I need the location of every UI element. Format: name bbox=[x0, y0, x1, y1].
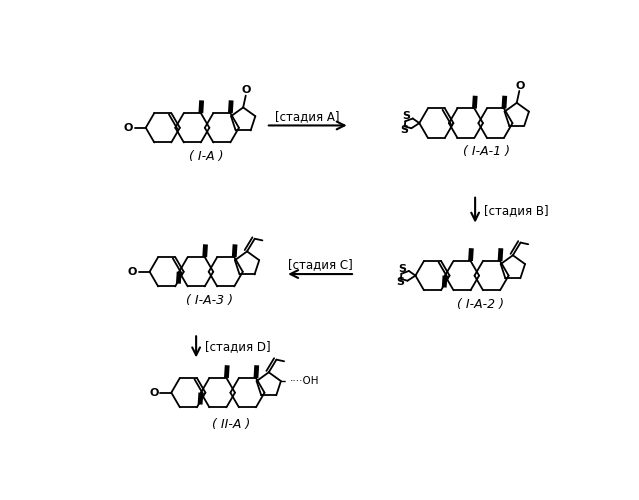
Text: O: O bbox=[516, 80, 525, 90]
Text: [стадия D]: [стадия D] bbox=[205, 340, 271, 353]
Text: S: S bbox=[397, 278, 404, 287]
Text: ( I-A-3 ): ( I-A-3 ) bbox=[187, 294, 233, 307]
Text: S: S bbox=[401, 125, 408, 135]
Text: [стадия B]: [стадия B] bbox=[484, 204, 549, 216]
Text: S: S bbox=[398, 264, 406, 274]
Text: [стадия C]: [стадия C] bbox=[288, 258, 353, 272]
Text: [стадия A]: [стадия A] bbox=[275, 110, 340, 122]
Text: O: O bbox=[128, 267, 137, 277]
Text: S: S bbox=[402, 111, 410, 121]
Text: O: O bbox=[242, 85, 251, 95]
Text: O: O bbox=[150, 388, 158, 398]
Text: ( I-A ): ( I-A ) bbox=[189, 150, 223, 163]
Text: ( II-A ): ( II-A ) bbox=[212, 418, 250, 432]
Text: O: O bbox=[124, 123, 133, 133]
Text: ( I-A-1 ): ( I-A-1 ) bbox=[463, 146, 510, 158]
Text: ( I-A-2 ): ( I-A-2 ) bbox=[458, 298, 504, 311]
Text: ····OH: ····OH bbox=[289, 376, 319, 386]
